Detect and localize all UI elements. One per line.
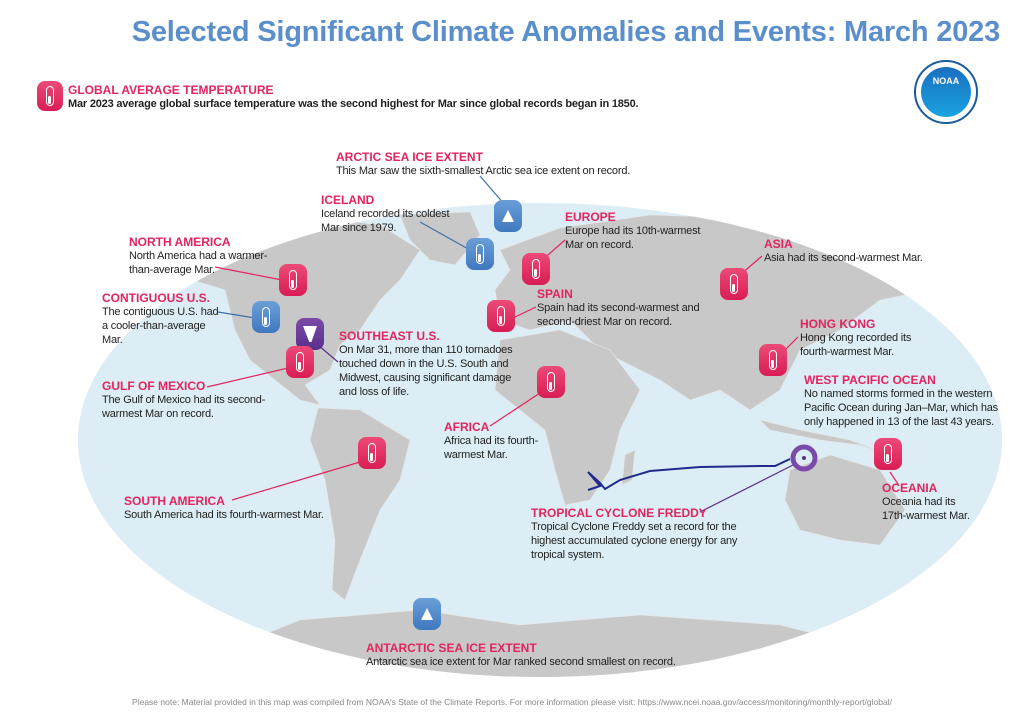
annotation-heading: NORTH AMERICA: [129, 235, 231, 249]
europe-annotation: EUROPE Europe had its 10th-warmest Mar on…: [565, 210, 705, 252]
spain-annotation: SPAIN Spain had its second-warmest and se…: [537, 287, 702, 329]
noaa-logo-text: NOAA: [932, 76, 960, 86]
annotation-text: Oceania had its 17th-warmest Mar.: [882, 496, 970, 522]
annotation-heading: OCEANIA: [882, 481, 938, 495]
annotation-text: South America had its fourth-warmest Mar…: [124, 509, 324, 521]
africa-annotation: AFRICA Africa had its fourth-warmest Mar.: [444, 420, 544, 462]
tornado-icon: [296, 318, 324, 350]
cyclone-freddy-track: [587, 458, 791, 491]
annotation-heading: GLOBAL AVERAGE TEMPERATURE: [68, 83, 274, 97]
annotation-text: Mar 2023 average global surface temperat…: [68, 98, 639, 110]
south-america-annotation: SOUTH AMERICA South America had its fourt…: [124, 494, 324, 522]
annotation-text: Iceland recorded its coldest Mar since 1…: [321, 208, 450, 234]
thermometer-warm-icon: [537, 366, 565, 398]
footnote: Please note: Material provided in this m…: [132, 697, 892, 707]
annotation-heading: HONG KONG: [800, 317, 876, 331]
asia-annotation: ASIA Asia had its second-warmest Mar.: [764, 237, 923, 265]
thermometer-warm-icon: [522, 253, 550, 285]
annotation-text: This Mar saw the sixth-smallest Arctic s…: [336, 165, 631, 177]
thermometer-warm-icon: [279, 264, 307, 296]
cyclone-freddy-annotation: TROPICAL CYCLONE FREDDY Tropical Cyclone …: [531, 506, 741, 562]
australia: [784, 454, 906, 546]
thermometer-warm-icon: [37, 81, 63, 111]
arctic-annotation: ARCTIC SEA ICE EXTENT This Mar saw the si…: [336, 150, 630, 178]
hong-kong-annotation: HONG KONG Hong Kong recorded its fourth-w…: [800, 317, 920, 359]
annotation-text: Antarctic sea ice extent for Mar ranked …: [366, 656, 676, 668]
annotation-heading: SOUTH AMERICA: [124, 494, 225, 508]
southeast-us-annotation: SOUTHEAST U.S. On Mar 31, more than 110 t…: [339, 329, 514, 399]
thermometer-warm-icon: [286, 346, 314, 378]
thermometer-cold-icon: [466, 238, 494, 270]
africa: [494, 329, 641, 506]
noaa-logo: NOAA: [914, 60, 978, 124]
contiguous-us-annotation: CONTIGUOUS U.S. The contiguous U.S. had a…: [102, 291, 227, 347]
annotation-heading: ICELAND: [321, 193, 375, 207]
north-america-annotation: NORTH AMERICA North America had a warmer-…: [129, 235, 269, 277]
thermometer-warm-icon: [874, 438, 902, 470]
annotation-heading: SOUTHEAST U.S.: [339, 329, 440, 343]
annotation-heading: ARCTIC SEA ICE EXTENT: [336, 150, 483, 164]
greenland: [399, 211, 481, 266]
thermometer-cold-icon: [252, 301, 280, 333]
annotation-heading: CONTIGUOUS U.S.: [102, 291, 211, 305]
annotation-text: Africa had its fourth-warmest Mar.: [444, 435, 539, 461]
annotation-text: No named storms formed in the western Pa…: [804, 388, 998, 428]
cyclone-icon: [790, 444, 818, 472]
thermometer-warm-icon: [759, 344, 787, 376]
global-temperature-annotation: GLOBAL AVERAGE TEMPERATURE Mar 2023 aver…: [68, 83, 639, 111]
iceland-annotation: ICELAND Iceland recorded its coldest Mar …: [321, 193, 461, 235]
annotation-heading: WEST PACIFIC OCEAN: [804, 373, 936, 387]
sea-ice-icon: [413, 598, 441, 630]
annotation-heading: GULF OF MEXICO: [102, 379, 206, 393]
annotation-text: The Gulf of Mexico had its second-warmes…: [102, 394, 266, 420]
annotation-text: On Mar 31, more than 110 tornadoes touch…: [339, 344, 513, 398]
thermometer-warm-icon: [487, 300, 515, 332]
annotation-text: Tropical Cyclone Freddy set a record for…: [531, 521, 738, 561]
oceania-annotation: OCEANIA Oceania had its 17th-warmest Mar.: [882, 481, 977, 523]
page-title: Selected Significant Climate Anomalies a…: [131, 16, 1000, 48]
annotation-text: Europe had its 10th-warmest Mar on recor…: [565, 225, 701, 251]
gulf-of-mexico-annotation: GULF OF MEXICO The Gulf of Mexico had its…: [102, 379, 267, 421]
annotation-heading: TROPICAL CYCLONE FREDDY: [531, 506, 707, 520]
annotation-heading: EUROPE: [565, 210, 616, 224]
thermometer-warm-icon: [720, 268, 748, 300]
west-pacific-annotation: WEST PACIFIC OCEAN No named storms formed…: [804, 373, 999, 429]
annotation-heading: ANTARCTIC SEA ICE EXTENT: [366, 641, 537, 655]
annotation-text: Spain had its second-warmest and second-…: [537, 302, 700, 328]
antarctica: [179, 609, 901, 677]
annotation-heading: ASIA: [764, 237, 793, 251]
annotation-heading: AFRICA: [444, 420, 490, 434]
annotation-text: The contiguous U.S. had a cooler-than-av…: [102, 306, 219, 346]
antarctic-annotation: ANTARCTIC SEA ICE EXTENT Antarctic sea ic…: [366, 641, 676, 669]
annotation-text: Asia had its second-warmest Mar.: [764, 252, 923, 264]
sea-ice-icon: [494, 200, 522, 232]
thermometer-warm-icon: [358, 437, 386, 469]
annotation-text: North America had a warmer-than-average …: [129, 250, 268, 276]
annotation-text: Hong Kong recorded its fourth-warmest Ma…: [800, 332, 912, 358]
annotation-heading: SPAIN: [537, 287, 573, 301]
